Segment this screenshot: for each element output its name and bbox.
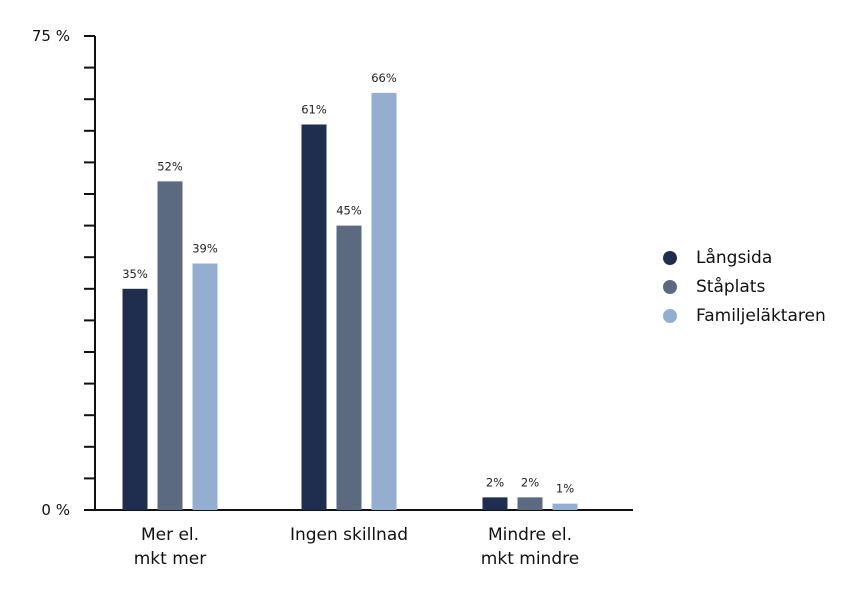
bar-2-1 [517,497,543,510]
x-category-label: Ingen skillnad [290,525,408,545]
legend-item[interactable]: Familjeläktaren [663,301,826,330]
legend-label: Långsida [696,247,773,268]
legend-swatch [663,250,677,265]
bar-value-label: 1% [556,482,574,496]
y-tick-label-max: 75 % [32,27,70,45]
bar-value-label: 66% [371,71,397,85]
x-category-label: mkt mindre [481,549,579,569]
bar-value-label: 35% [122,267,148,281]
bar-value-label: 52% [157,159,183,173]
bar-value-label: 2% [486,475,504,489]
bar-value-label: 2% [521,475,539,489]
bar-1-0 [301,124,327,510]
bar-value-label: 45% [336,204,362,218]
bar-2-2 [552,503,578,510]
bar-2-0 [482,497,508,510]
bar-0-2 [192,263,218,510]
x-category-label: Mindre el. [488,525,572,545]
legend-label: Ståplats [696,276,766,297]
x-category-label: mkt mer [134,549,206,569]
x-category-label: Mer el. [141,525,199,545]
bar-value-label: 39% [192,242,218,256]
legend-label: Familjeläktaren [696,305,826,326]
bar-0-1 [157,181,183,511]
bar-1-2 [371,92,397,510]
bar-0-0 [122,288,148,510]
legend-item[interactable]: Ståplats [663,272,826,301]
legend: Långsida Ståplats Familjeläktaren [663,243,826,330]
legend-swatch [663,279,677,294]
legend-swatch [663,308,677,323]
bar-1-1 [336,225,362,510]
legend-item[interactable]: Långsida [663,243,826,272]
y-tick-label-min: 0 % [41,501,70,519]
bar-value-label: 61% [301,102,327,116]
